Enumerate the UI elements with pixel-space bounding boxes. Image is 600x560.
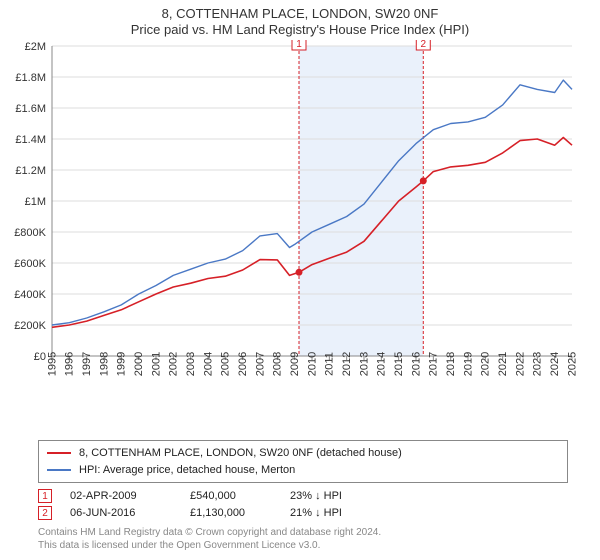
svg-text:2016: 2016 [410,352,422,376]
chart-title-address: 8, COTTENHAM PLACE, LONDON, SW20 0NF [0,6,600,21]
svg-text:1996: 1996 [64,352,76,376]
legend: 8, COTTENHAM PLACE, LONDON, SW20 0NF (de… [38,440,568,483]
legend-swatch [47,469,71,471]
svg-text:2019: 2019 [462,352,474,376]
svg-text:2023: 2023 [532,352,544,376]
line-chart-svg: £0 £200K £400K £600K £800K £1M £1.2M £1.4M £1.6M… [0,40,600,420]
transaction-pct: 21% ↓ HPI [290,507,410,519]
svg-text:£0: £0 [34,351,46,363]
svg-text:2008: 2008 [272,352,284,376]
legend-label: HPI: Average price, detached house, Mert… [79,462,295,479]
svg-text:2020: 2020 [480,352,492,376]
transaction-date: 02-APR-2009 [70,490,190,502]
transaction-row: 2 06-JUN-2016£1,130,00021% ↓ HPI [38,506,568,520]
svg-text:2005: 2005 [220,352,232,376]
svg-text:2007: 2007 [254,352,266,376]
svg-text:1: 1 [296,40,302,50]
svg-text:2010: 2010 [306,352,318,376]
svg-text:£2M: £2M [25,41,46,53]
transaction-marker: 1 [38,489,52,503]
svg-text:2012: 2012 [341,352,353,376]
svg-text:£200K: £200K [14,320,46,332]
attribution-line2: This data is licensed under the Open Gov… [38,539,568,552]
svg-text:2011: 2011 [324,352,336,376]
legend-swatch [47,452,71,454]
legend-label: 8, COTTENHAM PLACE, LONDON, SW20 0NF (de… [79,445,402,462]
svg-text:£1.2M: £1.2M [15,165,46,177]
svg-text:2: 2 [420,40,426,50]
svg-text:1998: 1998 [98,352,110,376]
legend-item: HPI: Average price, detached house, Mert… [47,462,559,479]
transaction-pct: 23% ↓ HPI [290,490,410,502]
svg-text:2025: 2025 [566,352,578,376]
svg-text:2004: 2004 [202,352,214,376]
svg-text:£1.6M: £1.6M [15,103,46,115]
attribution-line1: Contains HM Land Registry data © Crown c… [38,526,568,539]
svg-text:2022: 2022 [514,352,526,376]
svg-text:2003: 2003 [185,352,197,376]
transaction-price: £1,130,000 [190,507,290,519]
svg-text:2001: 2001 [150,352,162,376]
svg-text:2014: 2014 [376,352,388,376]
transaction-price: £540,000 [190,490,290,502]
svg-text:1997: 1997 [81,352,93,376]
svg-text:2018: 2018 [445,352,457,376]
svg-text:£800K: £800K [14,227,46,239]
chart-title-sub: Price paid vs. HM Land Registry's House … [0,22,600,37]
svg-text:2013: 2013 [358,352,370,376]
attribution: Contains HM Land Registry data © Crown c… [38,526,568,552]
svg-text:1999: 1999 [116,352,128,376]
transactions-table: 1 02-APR-2009£540,00023% ↓ HPI 2 06-JUN-201… [38,489,568,520]
svg-text:2024: 2024 [549,352,561,376]
svg-text:£1.4M: £1.4M [15,134,46,146]
svg-text:2002: 2002 [168,352,180,376]
chart-area: £0 £200K £400K £600K £800K £1M £1.2M £1.4M £1.6M… [0,40,600,420]
svg-text:2009: 2009 [289,352,301,376]
svg-text:£400K: £400K [14,289,46,301]
svg-text:1995: 1995 [46,352,58,376]
svg-text:£600K: £600K [14,258,46,270]
svg-text:2006: 2006 [237,352,249,376]
svg-text:2015: 2015 [393,352,405,376]
legend-item: 8, COTTENHAM PLACE, LONDON, SW20 0NF (de… [47,445,559,462]
svg-text:£1M: £1M [25,196,46,208]
svg-text:2017: 2017 [428,352,440,376]
svg-text:£1.8M: £1.8M [15,72,46,84]
svg-text:2021: 2021 [497,352,509,376]
transaction-date: 06-JUN-2016 [70,507,190,519]
transaction-row: 1 02-APR-2009£540,00023% ↓ HPI [38,489,568,503]
transaction-marker: 2 [38,506,52,520]
svg-text:2000: 2000 [133,352,145,376]
